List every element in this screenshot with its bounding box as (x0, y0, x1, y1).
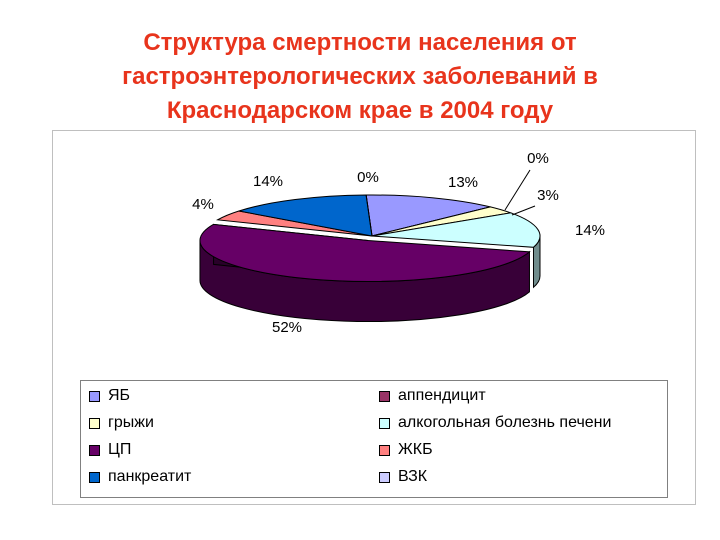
legend-label: ЦП (108, 441, 132, 458)
pie-slice-slice-3 (199, 223, 531, 283)
data-label-slice-8: 0% (357, 169, 379, 186)
pie-slice-slice-6 (371, 212, 541, 248)
chart-title-line-1: Структура смертности населения от (143, 29, 577, 56)
leader-line-1 (504, 169, 531, 211)
legend-swatch (89, 417, 100, 429)
legend-label: ВЗК (398, 468, 428, 485)
legend-item: панкреатит (89, 468, 191, 486)
data-label-slice-6: 14% (575, 222, 605, 239)
legend-item: ВЗК (379, 468, 427, 486)
legend-swatch (89, 471, 100, 483)
data-label-slice-3: 52% (272, 319, 302, 336)
legend-item: алкогольная болезнь печени (379, 414, 611, 432)
legend-label: аппендицит (398, 387, 486, 404)
legend-item: ЖКБ (379, 441, 433, 459)
legend-label: ЯБ (108, 387, 131, 404)
legend-swatch (89, 444, 100, 456)
legend-swatch (379, 417, 390, 429)
legend-swatch (379, 471, 390, 483)
legend-label: алкогольная болезнь печени (398, 414, 612, 431)
data-label-slice-5: 0% (527, 150, 549, 167)
legend-label: ЖКБ (398, 441, 433, 458)
chart-title-line-3: Краснодарском крае в 2004 году (166, 97, 554, 124)
chart-title-line-2: гастроэнтерологических заболеваний в (122, 63, 598, 90)
legend-swatch (379, 444, 390, 456)
chart-legend: ЯБ грыжи ЦП панкреатит аппендицит алкогольная… (80, 380, 668, 498)
chart-title: Структура смертности населения от гастро… (40, 26, 680, 128)
pie-slice-slice-4 (238, 194, 373, 237)
legend-item: аппендицит (379, 387, 486, 405)
legend-label: грыжи (108, 414, 154, 431)
legend-item: ЯБ (89, 387, 130, 405)
data-label-slice-2: 3% (537, 187, 559, 204)
leader-line-2 (511, 205, 536, 216)
data-label-slice-4: 14% (253, 173, 283, 190)
data-label-slice-7: 4% (192, 196, 214, 213)
legend-item: грыжи (89, 414, 154, 432)
pie-slice-slice-8 (365, 194, 373, 237)
legend-swatch (379, 390, 390, 402)
data-label-slice-1: 13% (448, 174, 478, 191)
legend-item: ЦП (89, 441, 131, 459)
pie-slice-slice-1 (365, 194, 491, 237)
legend-label: панкреатит (108, 468, 192, 485)
legend-swatch (89, 390, 100, 402)
